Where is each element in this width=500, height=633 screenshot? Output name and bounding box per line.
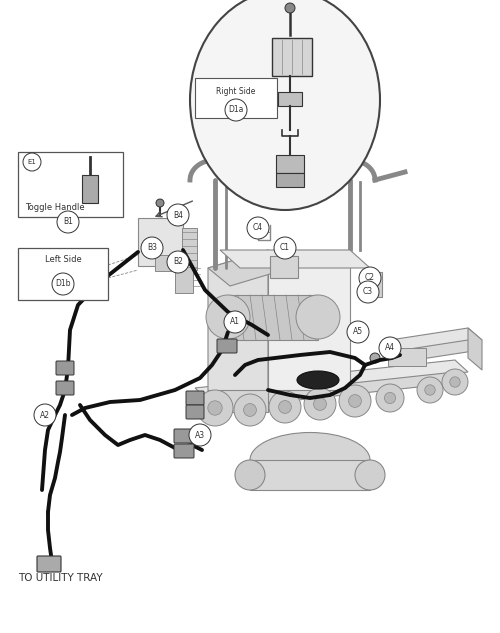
Text: C1: C1 <box>280 244 290 253</box>
Bar <box>18 248 108 300</box>
Bar <box>82 175 98 203</box>
Circle shape <box>376 384 404 412</box>
Ellipse shape <box>297 371 339 389</box>
Circle shape <box>417 377 443 403</box>
Circle shape <box>189 424 211 446</box>
Circle shape <box>23 153 41 171</box>
Ellipse shape <box>235 460 265 490</box>
Circle shape <box>167 204 189 226</box>
Text: A2: A2 <box>40 410 50 420</box>
Circle shape <box>52 273 74 295</box>
Polygon shape <box>228 295 318 340</box>
Bar <box>278 92 302 106</box>
Bar <box>182 228 197 270</box>
Text: B3: B3 <box>147 244 157 253</box>
Text: D1b: D1b <box>55 280 71 289</box>
Circle shape <box>57 211 79 233</box>
Circle shape <box>347 321 369 343</box>
FancyBboxPatch shape <box>56 381 74 395</box>
Circle shape <box>425 385 435 395</box>
Text: A3: A3 <box>195 430 205 439</box>
Polygon shape <box>268 250 350 390</box>
Polygon shape <box>390 340 480 362</box>
Circle shape <box>296 295 340 339</box>
Circle shape <box>314 398 326 410</box>
Circle shape <box>357 281 379 303</box>
Text: TO UTILITY TRAY: TO UTILITY TRAY <box>18 573 102 583</box>
Circle shape <box>274 237 296 259</box>
Bar <box>195 78 277 118</box>
FancyBboxPatch shape <box>56 361 74 375</box>
Bar <box>388 348 426 366</box>
Polygon shape <box>195 372 465 410</box>
Text: C2: C2 <box>365 273 375 282</box>
Circle shape <box>359 267 381 289</box>
Bar <box>250 460 370 490</box>
Bar <box>276 155 304 173</box>
FancyBboxPatch shape <box>174 444 194 458</box>
Circle shape <box>247 217 269 239</box>
Circle shape <box>278 401 291 413</box>
Bar <box>138 218 183 266</box>
Bar <box>175 265 193 293</box>
Ellipse shape <box>355 460 385 490</box>
Text: A4: A4 <box>385 344 395 353</box>
Circle shape <box>450 377 460 387</box>
Bar <box>272 38 312 76</box>
Circle shape <box>234 394 266 426</box>
Text: B4: B4 <box>173 211 183 220</box>
Circle shape <box>34 404 56 426</box>
Circle shape <box>208 401 222 415</box>
Text: B2: B2 <box>173 258 183 266</box>
Polygon shape <box>208 250 268 408</box>
Circle shape <box>224 311 246 333</box>
Ellipse shape <box>190 0 380 210</box>
Text: C3: C3 <box>363 287 373 296</box>
Circle shape <box>225 99 247 121</box>
Ellipse shape <box>250 432 370 487</box>
Text: Toggle Handle: Toggle Handle <box>25 203 85 211</box>
Circle shape <box>197 390 233 426</box>
Circle shape <box>442 369 468 395</box>
Circle shape <box>370 353 380 363</box>
Polygon shape <box>208 250 290 286</box>
Text: C4: C4 <box>253 223 263 232</box>
Polygon shape <box>468 328 482 370</box>
Text: Right Side: Right Side <box>216 87 256 96</box>
Polygon shape <box>220 250 370 268</box>
Polygon shape <box>208 390 268 412</box>
Circle shape <box>304 388 336 420</box>
Circle shape <box>167 251 189 273</box>
FancyBboxPatch shape <box>217 339 237 353</box>
Circle shape <box>285 3 295 13</box>
Circle shape <box>141 237 163 259</box>
Bar <box>270 256 298 278</box>
Circle shape <box>156 199 164 207</box>
Polygon shape <box>195 360 468 400</box>
Circle shape <box>269 391 301 423</box>
Circle shape <box>384 392 396 404</box>
Bar <box>360 272 382 297</box>
Bar <box>18 152 123 217</box>
FancyBboxPatch shape <box>37 556 61 572</box>
Bar <box>155 255 171 271</box>
Text: E1: E1 <box>28 159 36 165</box>
Circle shape <box>339 385 371 417</box>
FancyBboxPatch shape <box>186 391 204 405</box>
Text: B1: B1 <box>63 218 73 227</box>
Circle shape <box>244 404 256 417</box>
FancyBboxPatch shape <box>174 429 194 443</box>
Text: A5: A5 <box>353 327 363 337</box>
Text: Left Side: Left Side <box>44 256 82 265</box>
Circle shape <box>348 394 362 408</box>
Text: A1: A1 <box>230 318 240 327</box>
Circle shape <box>206 295 250 339</box>
Polygon shape <box>390 328 482 352</box>
Bar <box>276 173 304 187</box>
Circle shape <box>379 337 401 359</box>
FancyBboxPatch shape <box>186 405 204 419</box>
Text: D1a: D1a <box>228 106 244 115</box>
